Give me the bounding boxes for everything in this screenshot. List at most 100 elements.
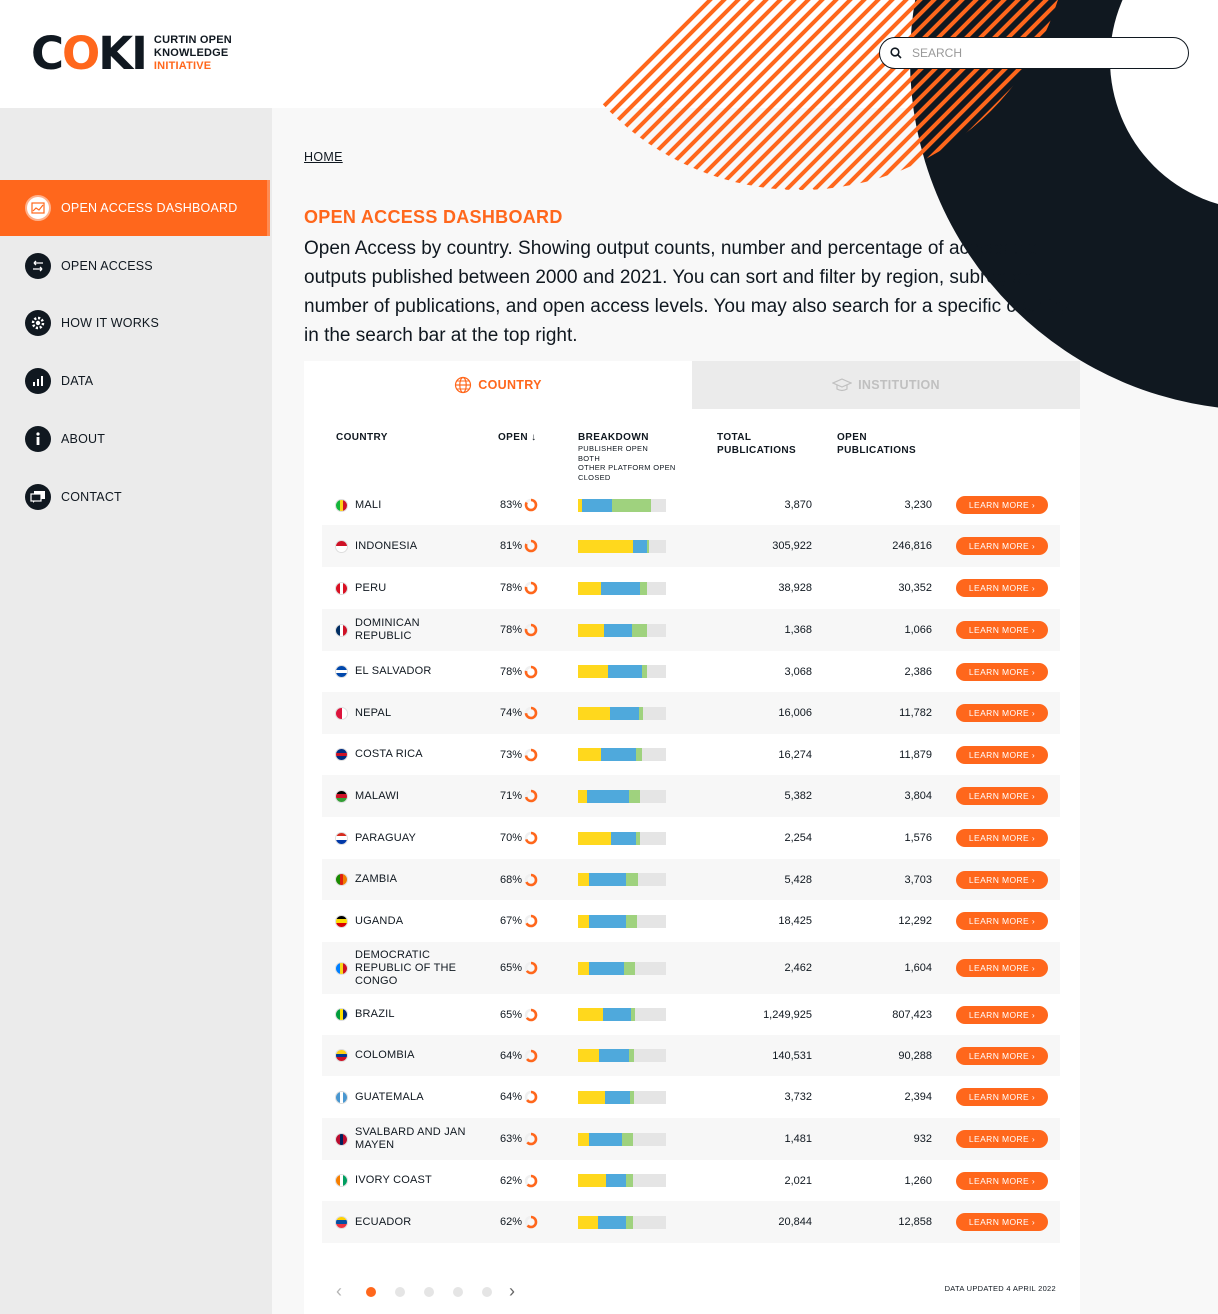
page-dot-5[interactable] xyxy=(481,1286,492,1297)
open-publications: 932 xyxy=(913,1133,932,1145)
flag-icon xyxy=(335,665,348,678)
open-percent: 64% xyxy=(499,1091,522,1103)
learn-more-button[interactable]: LEARN MORE › xyxy=(956,1213,1048,1231)
total-publications: 5,382 xyxy=(784,790,812,802)
learn-more-button[interactable]: LEARN MORE › xyxy=(956,1088,1048,1106)
open-percent: 81% xyxy=(499,540,522,552)
total-publications: 1,368 xyxy=(784,624,812,636)
header-total-publications[interactable]: TOTAL PUBLICATIONS xyxy=(717,432,797,456)
learn-more-button[interactable]: LEARN MORE › xyxy=(956,870,1048,889)
country-name[interactable]: NEPAL xyxy=(355,706,392,719)
header-open-publications[interactable]: OPEN PUBLICATIONS xyxy=(837,432,917,456)
flag-icon xyxy=(335,498,348,512)
bar-segment-both xyxy=(600,748,637,761)
previous-page-icon[interactable]: ‹ xyxy=(336,1281,342,1301)
open-percent: 78% xyxy=(499,624,522,636)
total-publications: 1,481 xyxy=(784,1133,812,1145)
learn-more-button[interactable]: LEARN MORE › xyxy=(956,1130,1048,1148)
flag-icon xyxy=(335,1008,348,1021)
country-name[interactable]: ECUADOR xyxy=(355,1215,412,1228)
sidebar-item-about[interactable]: ABOUT xyxy=(0,411,270,467)
open-percent-ring-icon xyxy=(524,1008,538,1021)
learn-more-button[interactable]: LEARN MORE › xyxy=(956,579,1048,597)
country-name[interactable]: SVALBARD AND JAN MAYEN xyxy=(355,1126,466,1151)
bar-segment-both xyxy=(586,789,630,803)
open-publications: 30,352 xyxy=(898,582,932,594)
country-name[interactable]: DEMOCRATIC REPUBLIC OF THE CONGO xyxy=(355,948,457,987)
learn-more-button[interactable]: LEARN MORE › xyxy=(956,829,1048,847)
country-name[interactable]: COSTA RICA xyxy=(355,748,423,760)
learn-more-button[interactable]: LEARN MORE › xyxy=(956,662,1048,681)
tab-institution[interactable]: INSTITUTION xyxy=(692,361,1080,409)
country-name[interactable]: IVORY COAST xyxy=(355,1174,432,1186)
header-open[interactable]: OPEN ↓ xyxy=(498,432,537,443)
learn-more-button[interactable]: LEARN MORE › xyxy=(956,496,1048,514)
country-name[interactable]: COLOMBIA xyxy=(355,1049,415,1061)
sort-down-icon: ↓ xyxy=(531,432,537,443)
sidebar-item-open-access[interactable]: OPEN ACCESS xyxy=(0,238,270,294)
sidebar-item-open-access-dashboard[interactable]: OPEN ACCESS DASHBOARD xyxy=(0,180,270,236)
next-page-icon[interactable]: › xyxy=(509,1281,515,1301)
country-name[interactable]: GUATEMALA xyxy=(355,1090,424,1103)
open-percent-ring-icon xyxy=(524,1049,538,1062)
header-country[interactable]: COUNTRY xyxy=(336,432,388,443)
bar-segment-publisher-open xyxy=(578,1049,600,1062)
flag-icon xyxy=(335,873,348,886)
country-name[interactable]: UGANDA xyxy=(355,914,404,927)
country-name[interactable]: ZAMBIA xyxy=(355,873,398,885)
bar-segment-both xyxy=(588,914,627,928)
learn-more-button[interactable]: LEARN MORE › xyxy=(956,621,1048,639)
learn-more-button[interactable]: LEARN MORE › xyxy=(956,537,1048,555)
page-dot-4[interactable] xyxy=(452,1286,463,1297)
country-name[interactable]: MALI xyxy=(355,498,382,511)
flag-icon xyxy=(335,539,348,553)
legend-publisher-open: PUBLISHER OPEN xyxy=(578,444,649,453)
learn-more-button[interactable]: LEARN MORE › xyxy=(956,959,1048,977)
learn-more-button[interactable]: LEARN MORE › xyxy=(956,704,1048,722)
flag-icon xyxy=(335,623,348,637)
open-publications: 1,604 xyxy=(904,962,932,974)
country-name[interactable]: BRAZIL xyxy=(355,1008,395,1020)
bar-chart-icon xyxy=(25,368,51,395)
sidebar-item-data[interactable]: DATA xyxy=(0,353,270,409)
country-name[interactable]: MALAWI xyxy=(355,789,400,802)
learn-more-button[interactable]: LEARN MORE › xyxy=(956,1046,1048,1065)
bar-segment-other-platform xyxy=(636,748,643,761)
open-percent: 73% xyxy=(499,748,522,761)
table-row: ECUADOR 62% 20,844 12,858 LEARN MORE › xyxy=(322,1201,1060,1243)
learn-more-button[interactable]: LEARN MORE › xyxy=(956,1005,1048,1024)
sidebar-item-contact[interactable]: CONTACT xyxy=(0,469,270,525)
table-row: INDONESIA 81% 305,922 246,816 LEARN MORE › xyxy=(322,525,1060,567)
country-name[interactable]: PERU xyxy=(355,581,387,594)
bar-segment-publisher-open xyxy=(578,498,583,512)
breakdown-bar xyxy=(578,498,666,512)
open-percent-ring-icon xyxy=(524,706,538,720)
page-dot-3[interactable] xyxy=(423,1286,434,1297)
flag-icon xyxy=(335,789,348,803)
learn-more-button[interactable]: LEARN MORE › xyxy=(956,912,1048,930)
chart-icon xyxy=(25,195,51,221)
country-name[interactable]: DOMINICAN REPUBLIC xyxy=(355,617,420,642)
search-box[interactable] xyxy=(879,37,1189,69)
sidebar-item-how-it-works[interactable]: HOW IT WORKS xyxy=(0,295,270,351)
coki-logo[interactable]: COKI CURTIN OPEN KNOWLEDGE INITIATIVE xyxy=(31,31,232,76)
country-name[interactable]: INDONESIA xyxy=(355,539,418,552)
learn-more-button[interactable]: LEARN MORE › xyxy=(956,1171,1048,1190)
learn-more-button[interactable]: LEARN MORE › xyxy=(956,745,1048,764)
country-name[interactable]: EL SALVADOR xyxy=(355,665,432,677)
data-updated: DATA UPDATED 4 APRIL 2022 xyxy=(944,1284,1056,1293)
search-input[interactable] xyxy=(910,45,1170,61)
country-name[interactable]: PARAGUAY xyxy=(355,831,417,844)
tabs: COUNTRY INSTITUTION xyxy=(304,361,1080,409)
sidebar-item-label: HOW IT WORKS xyxy=(61,316,159,331)
page-dot-2[interactable] xyxy=(394,1286,405,1297)
open-publications: 807,423 xyxy=(892,1008,932,1021)
tab-country[interactable]: COUNTRY xyxy=(304,361,692,409)
bar-segment-other-platform xyxy=(612,498,652,512)
flag-icon xyxy=(335,1132,348,1146)
breadcrumb-home[interactable]: HOME xyxy=(304,150,343,164)
breakdown-bar xyxy=(578,1049,666,1062)
breakdown-bar xyxy=(578,1132,666,1146)
page-dot-1[interactable] xyxy=(365,1286,376,1297)
learn-more-button[interactable]: LEARN MORE › xyxy=(956,787,1048,805)
